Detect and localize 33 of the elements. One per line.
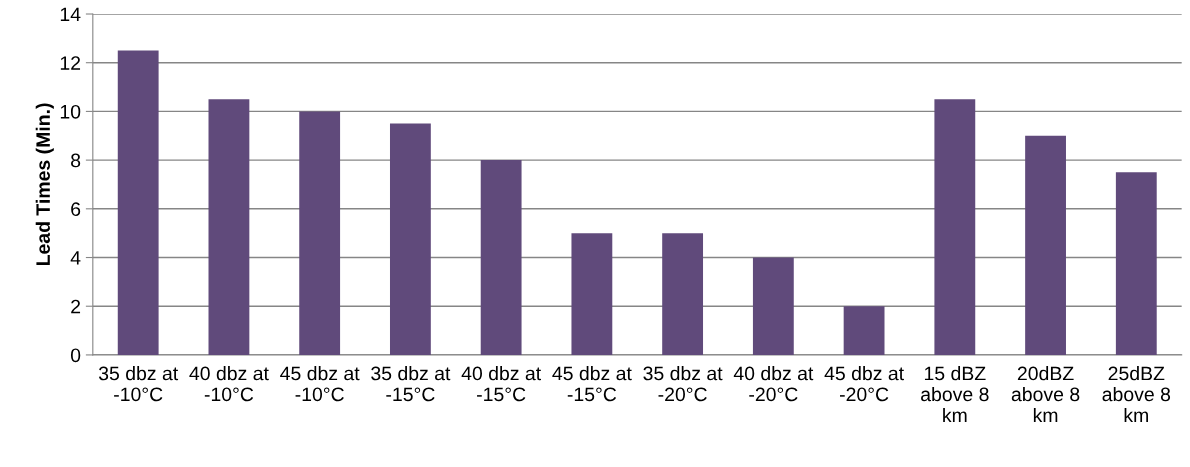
bar [1115, 172, 1157, 355]
y-tick-label: 8 [71, 153, 81, 168]
x-tick-label: 40 dbz at -20°C [733, 366, 814, 402]
y-tick-label: 0 [70, 348, 81, 363]
x-tick-label: 45 dbz at -10°C [280, 366, 360, 402]
bar [299, 111, 341, 355]
y-tick-label: 4 [70, 251, 81, 265]
x-tick-label: 15 dBZ above 8 km [921, 366, 989, 423]
x-tick-label: 35 dbz at -15°C [371, 366, 451, 402]
y-tick-label: 10 [60, 104, 81, 119]
bar [480, 160, 522, 355]
bar [117, 50, 159, 355]
y-tick-label: 6 [71, 202, 81, 217]
bar [389, 123, 431, 355]
bar [1025, 135, 1066, 355]
bar [843, 306, 885, 355]
x-tick-label: 40 dbz at -10°C [189, 366, 269, 402]
bar [662, 233, 704, 355]
x-tick-label: 40 dbz at -15°C [461, 366, 541, 402]
y-axis-title: Lead Times (Min.) [35, 103, 54, 266]
bar [934, 99, 976, 355]
bar [752, 257, 794, 355]
y-tick-label: 12 [60, 56, 81, 70]
x-tick-label: 25dBZ above 8 km [1102, 366, 1171, 423]
bar [571, 233, 613, 355]
x-tick-label: 35 dbz at -20°C [643, 366, 723, 402]
x-tick-label: 20dBZ above 8 km [1011, 366, 1080, 423]
y-tick-label: 14 [60, 7, 81, 22]
x-tick-label: 45 dbz at -15°C [552, 366, 632, 402]
y-tick-label: 2 [71, 299, 81, 314]
x-tick-label: 35 dbz at -10°C [98, 366, 179, 402]
bar [208, 99, 250, 355]
x-tick-label: 45 dbz at -20°C [824, 366, 904, 402]
